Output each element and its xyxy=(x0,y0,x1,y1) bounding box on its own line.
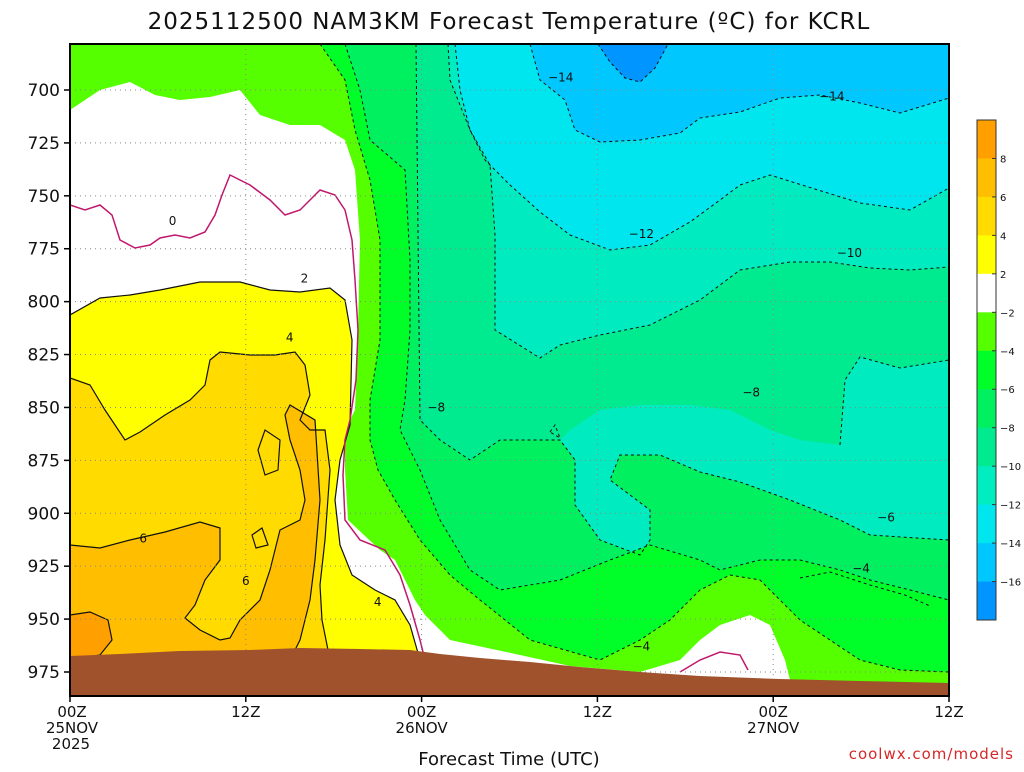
plot-frame xyxy=(69,43,950,697)
colorbar-tick-label: −6 xyxy=(1000,385,1015,396)
contour-labels: −14 −14 −12 −10 −8 −8 −6 −4 −4 0 2 4 6 6 4 xyxy=(139,70,894,653)
colorbar-swatch xyxy=(977,466,996,506)
y-tick-label: 750 xyxy=(28,187,60,207)
contour-label: −8 xyxy=(742,386,760,400)
colorbar-swatch xyxy=(977,427,996,467)
contour-label: −10 xyxy=(837,246,862,260)
colorbar-swatch xyxy=(977,350,996,390)
y-tick-label: 825 xyxy=(28,346,60,366)
contour-label: −4 xyxy=(852,561,870,575)
y-axis: 700 725 750 775 800 825 850 875 900 925 950 975 xyxy=(28,81,70,683)
terrain xyxy=(70,648,949,696)
colorbar-frame xyxy=(976,119,997,621)
contour-label: −14 xyxy=(819,89,844,103)
x-tick-date: 27NOV xyxy=(747,719,800,737)
colorbar-tick-label: −14 xyxy=(1000,539,1021,550)
contour-label: −6 xyxy=(877,511,895,525)
y-tick-label: 950 xyxy=(28,610,60,630)
x-tick-time: 00Z xyxy=(57,703,86,721)
colorbar-swatch xyxy=(977,235,996,275)
x-tick-time: 12Z xyxy=(231,703,260,721)
x-tick-time: 00Z xyxy=(407,703,436,721)
colorbar-tick-label: −4 xyxy=(1000,347,1015,358)
plot-area: −14 −14 −12 −10 −8 −8 −6 −4 −4 0 2 4 6 6 4 xyxy=(70,44,949,696)
band-6-to-8 xyxy=(70,405,320,660)
y-tick-label: 725 xyxy=(28,134,60,154)
colorbar-tick-label: 6 xyxy=(1000,193,1006,204)
contour-label: −12 xyxy=(629,227,654,241)
x-tick-date: 25NOV xyxy=(46,719,99,737)
y-tick-label: 975 xyxy=(28,663,60,683)
x-tick-time: 00Z xyxy=(759,703,788,721)
colorbar-swatch xyxy=(977,158,996,198)
contour-label: −4 xyxy=(632,640,650,654)
contour-label: 2 xyxy=(301,271,309,285)
y-tick-label: 850 xyxy=(28,398,60,418)
y-tick-label: 800 xyxy=(28,293,60,313)
negative-contours xyxy=(319,44,949,673)
band-minus10-to-minus8 xyxy=(416,44,949,460)
contour-label: 6 xyxy=(242,574,250,588)
gridlines xyxy=(70,44,949,696)
colorbar-tick-label: 2 xyxy=(1000,270,1006,281)
contour-label: −8 xyxy=(427,400,445,414)
x-axis-label: Forecast Time (UTC) xyxy=(418,749,599,768)
credit-text: coolwx.com/models xyxy=(849,745,1014,763)
positive-contours xyxy=(70,281,421,661)
colorbar-swatch xyxy=(977,504,996,544)
x-tick-time: 12Z xyxy=(934,703,963,721)
band-below-minus16 xyxy=(598,44,668,82)
colorbar: 8 6 4 2 −2 −4 −6 −8 −10 −12 −14 −16 xyxy=(976,119,1021,621)
colorbar-tick-label: −16 xyxy=(1000,578,1021,589)
colorbar-swatch xyxy=(977,312,996,352)
x-tick-year: 2025 xyxy=(52,735,90,753)
colorbar-tick-label: 4 xyxy=(1000,231,1006,242)
contour-label: −14 xyxy=(548,70,573,84)
contour-label: 6 xyxy=(139,532,147,546)
x-tick-date: 26NOV xyxy=(396,719,449,737)
colorbar-swatch xyxy=(977,389,996,429)
colorbar-tick-label: −12 xyxy=(1000,501,1021,512)
zero-contour xyxy=(70,173,749,673)
colorbar-tick-label: −2 xyxy=(1000,308,1015,319)
colorbar-tick-label: −10 xyxy=(1000,462,1021,473)
y-tick-label: 925 xyxy=(28,557,60,577)
colorbar-swatch xyxy=(977,581,996,621)
y-tick-label: 700 xyxy=(28,81,60,101)
colorbar-swatch xyxy=(977,120,996,159)
contour-label: 4 xyxy=(374,595,382,609)
colorbar-tick-label: 8 xyxy=(1000,154,1006,165)
chart-title: 2025112500 NAM3KM Forecast Temperature (… xyxy=(148,9,871,35)
contour-label: 4 xyxy=(286,331,294,345)
band-above-8 xyxy=(70,612,112,660)
y-tick-label: 900 xyxy=(28,504,60,524)
y-tick-label: 775 xyxy=(28,240,60,260)
colorbar-swatch xyxy=(977,543,996,582)
x-tick-time: 12Z xyxy=(583,703,612,721)
colorbar-tick-label: −8 xyxy=(1000,424,1015,435)
colorbar-swatch xyxy=(977,273,996,313)
colorbar-swatch xyxy=(977,196,996,236)
contour-label: 0 xyxy=(169,214,177,228)
y-tick-label: 875 xyxy=(28,451,60,471)
